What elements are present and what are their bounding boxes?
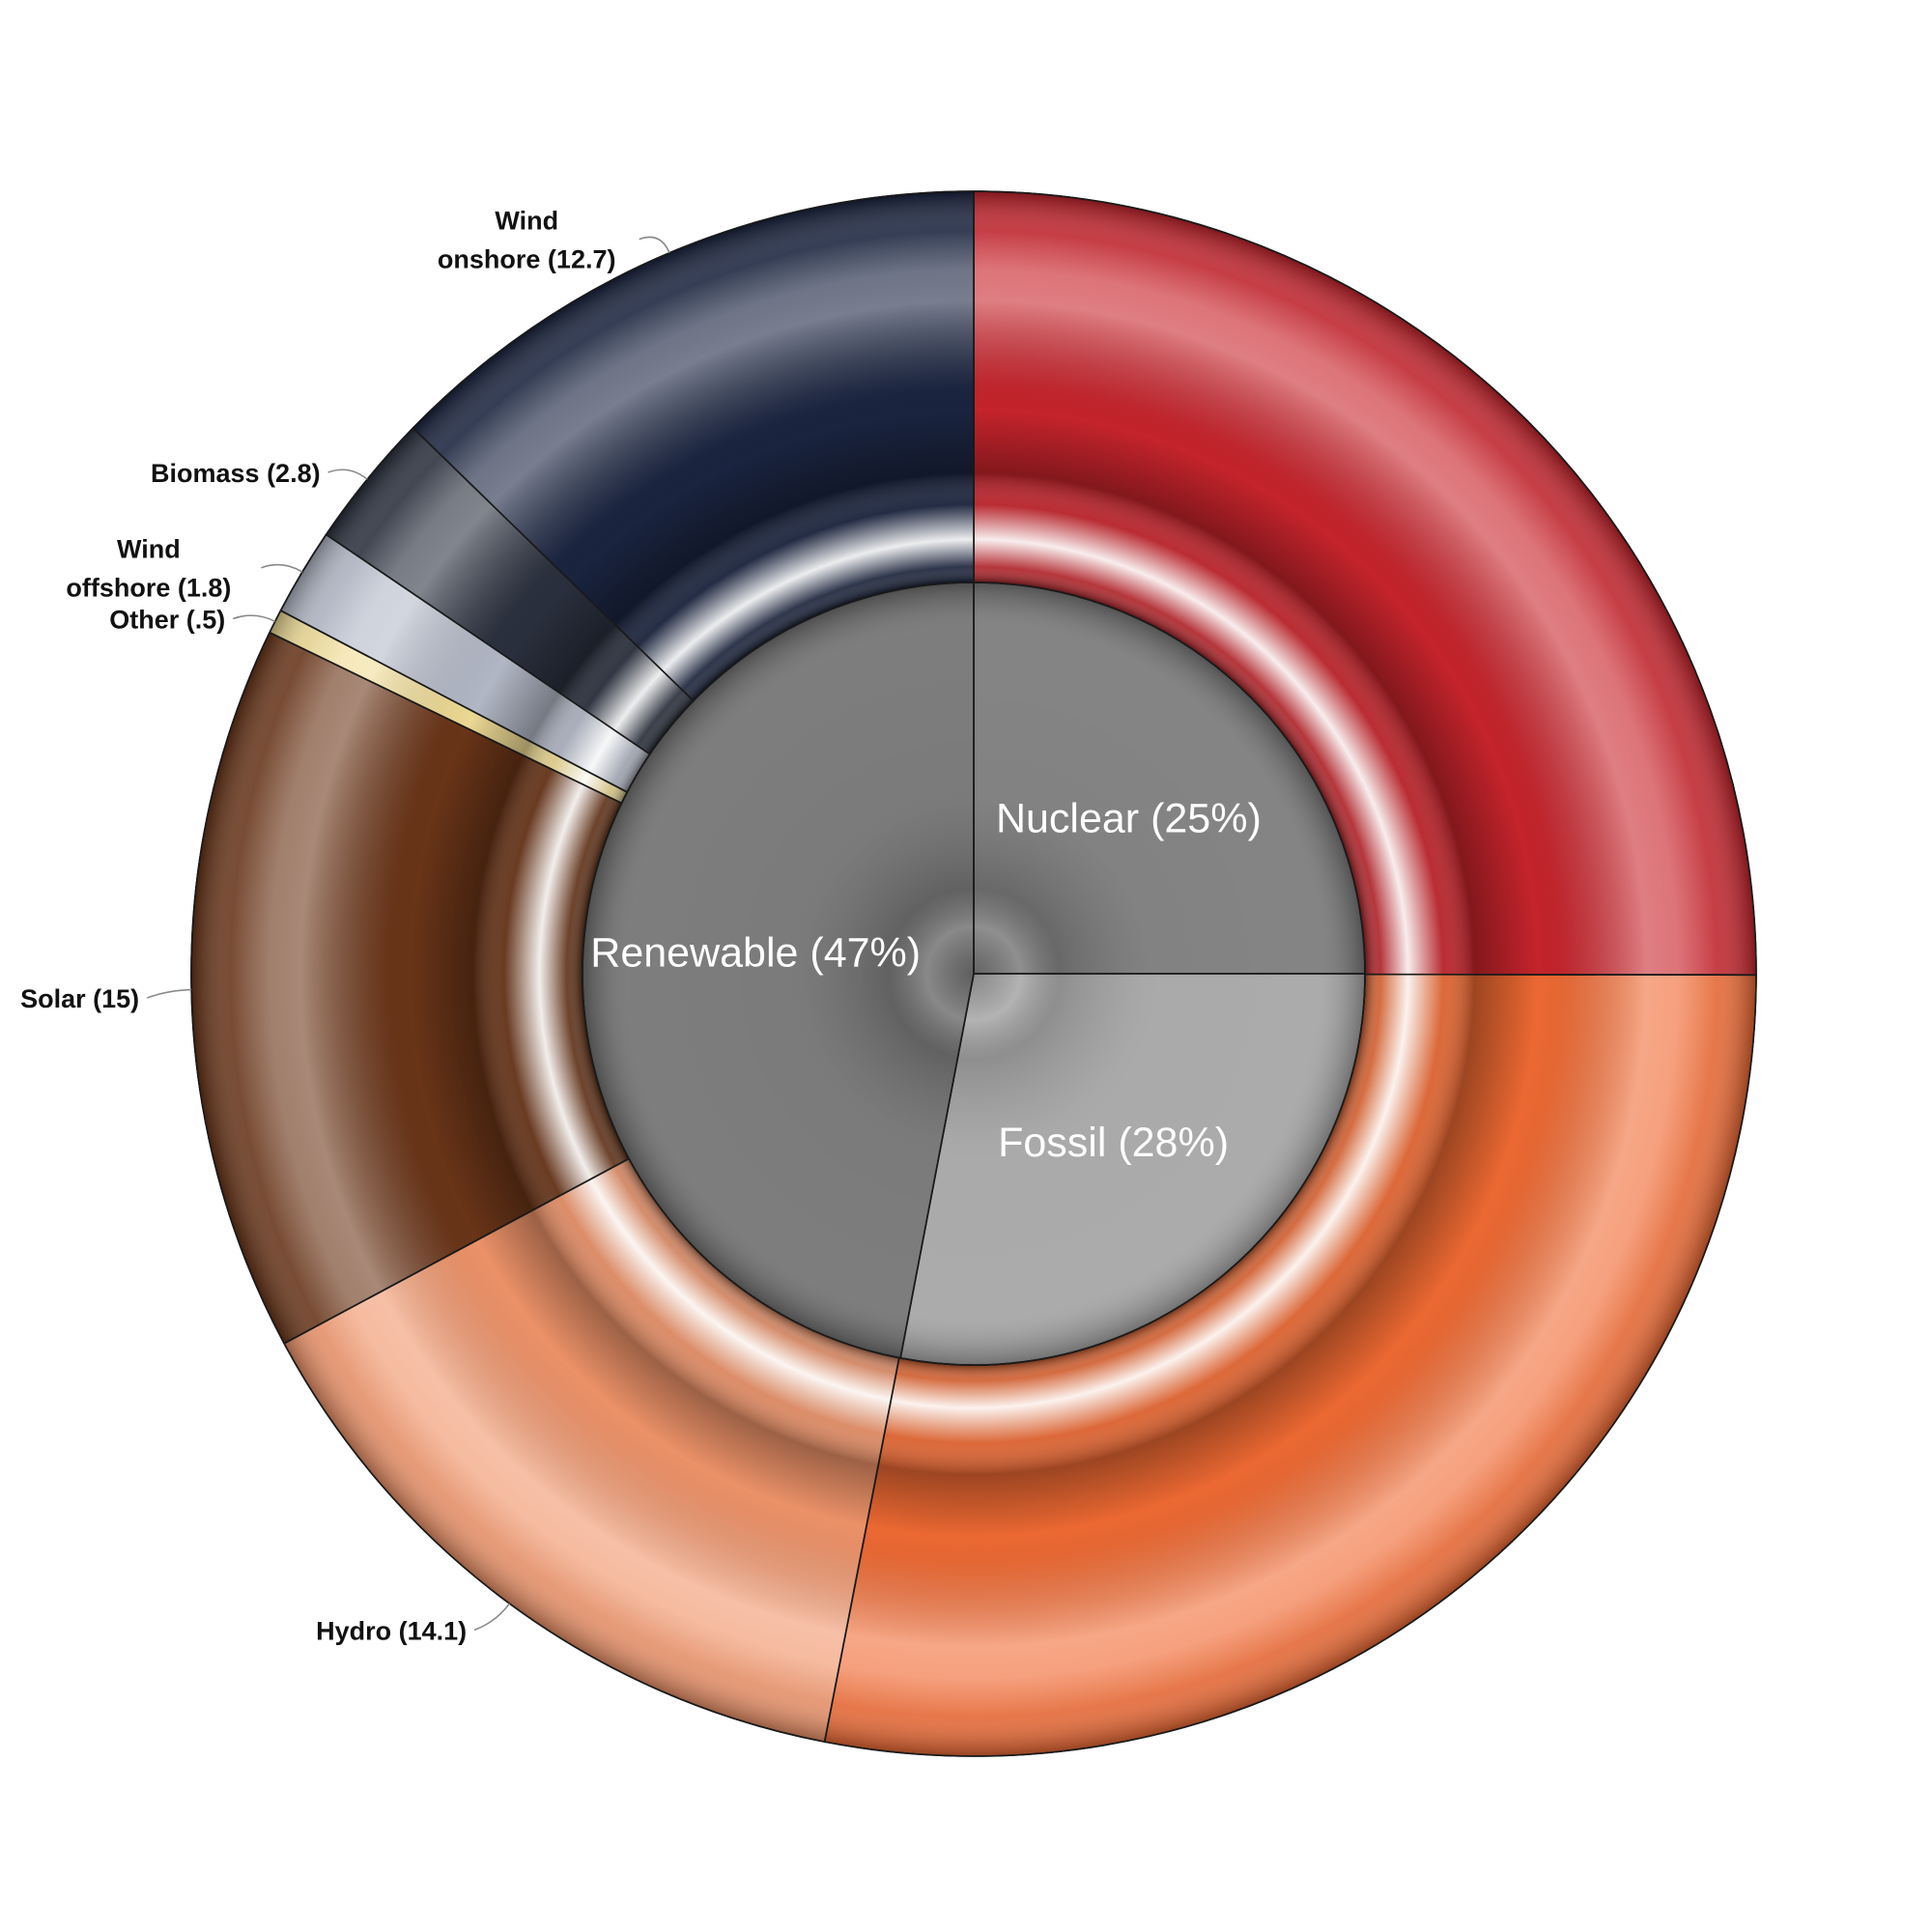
outer-ring (190, 190, 1757, 1757)
inner-segment-outline-fossil (899, 973, 1366, 1366)
outer-segment-shading-biomass-2-8 (326, 427, 694, 754)
outer-segment-shading-nuclear (974, 191, 1757, 976)
outer-segment-shading-wind-onshore-12-7 (412, 191, 975, 701)
leader-lines (146, 236, 670, 1632)
outer-label-other-5: Other (.5) (109, 606, 225, 635)
inner-label-nuclear: Nuclear (25%) (996, 796, 1262, 842)
labels: Nuclear (25%) Fossil (28%) Renewable (47%)… (20, 207, 1262, 1646)
leader-wind-onshore-12-7 (639, 236, 670, 254)
leader-wind-offshore-1-8 (261, 563, 303, 573)
inner-segment-shading-renewable (582, 582, 974, 1358)
outer-segment-shading-solar-15 (191, 632, 630, 1344)
leader-hydro-14-1 (473, 1603, 511, 1632)
inner-segment-shading-fossil (900, 974, 1365, 1365)
outer-label-solar-15: Solar (15) (20, 984, 139, 1013)
inner-ring (582, 582, 1366, 1366)
inner-segment-shading-nuclear (974, 582, 1365, 974)
outer-segment-shading-wind-offshore-1-8 (280, 534, 650, 793)
inner-label-renewable: Renewable (47%) (590, 930, 921, 977)
leader-biomass-2-8 (327, 469, 368, 480)
outer-label-hydro-14-1: Hydro (14.1) (316, 1616, 467, 1645)
inner-segment-outline-renewable (582, 582, 975, 1359)
outer-segment-shading-other-5 (270, 611, 628, 804)
outer-segment-shading-fossil (824, 974, 1756, 1757)
inner-label-fossil: Fossil (28%) (998, 1120, 1229, 1166)
leader-solar-15 (146, 988, 192, 999)
outer-label-biomass-2-8: Biomass (2.8) (151, 459, 321, 488)
outer-label-wind-offshore-1-8: Wind offshore (1.8) (66, 535, 231, 603)
outer-segment-shading-hydro-14-1 (284, 1158, 899, 1743)
inner-segment-outline-nuclear (973, 582, 1366, 975)
outer-label-wind-onshore-12-7: Wind onshore (12.7) (438, 207, 616, 274)
leader-other-5 (233, 614, 276, 623)
